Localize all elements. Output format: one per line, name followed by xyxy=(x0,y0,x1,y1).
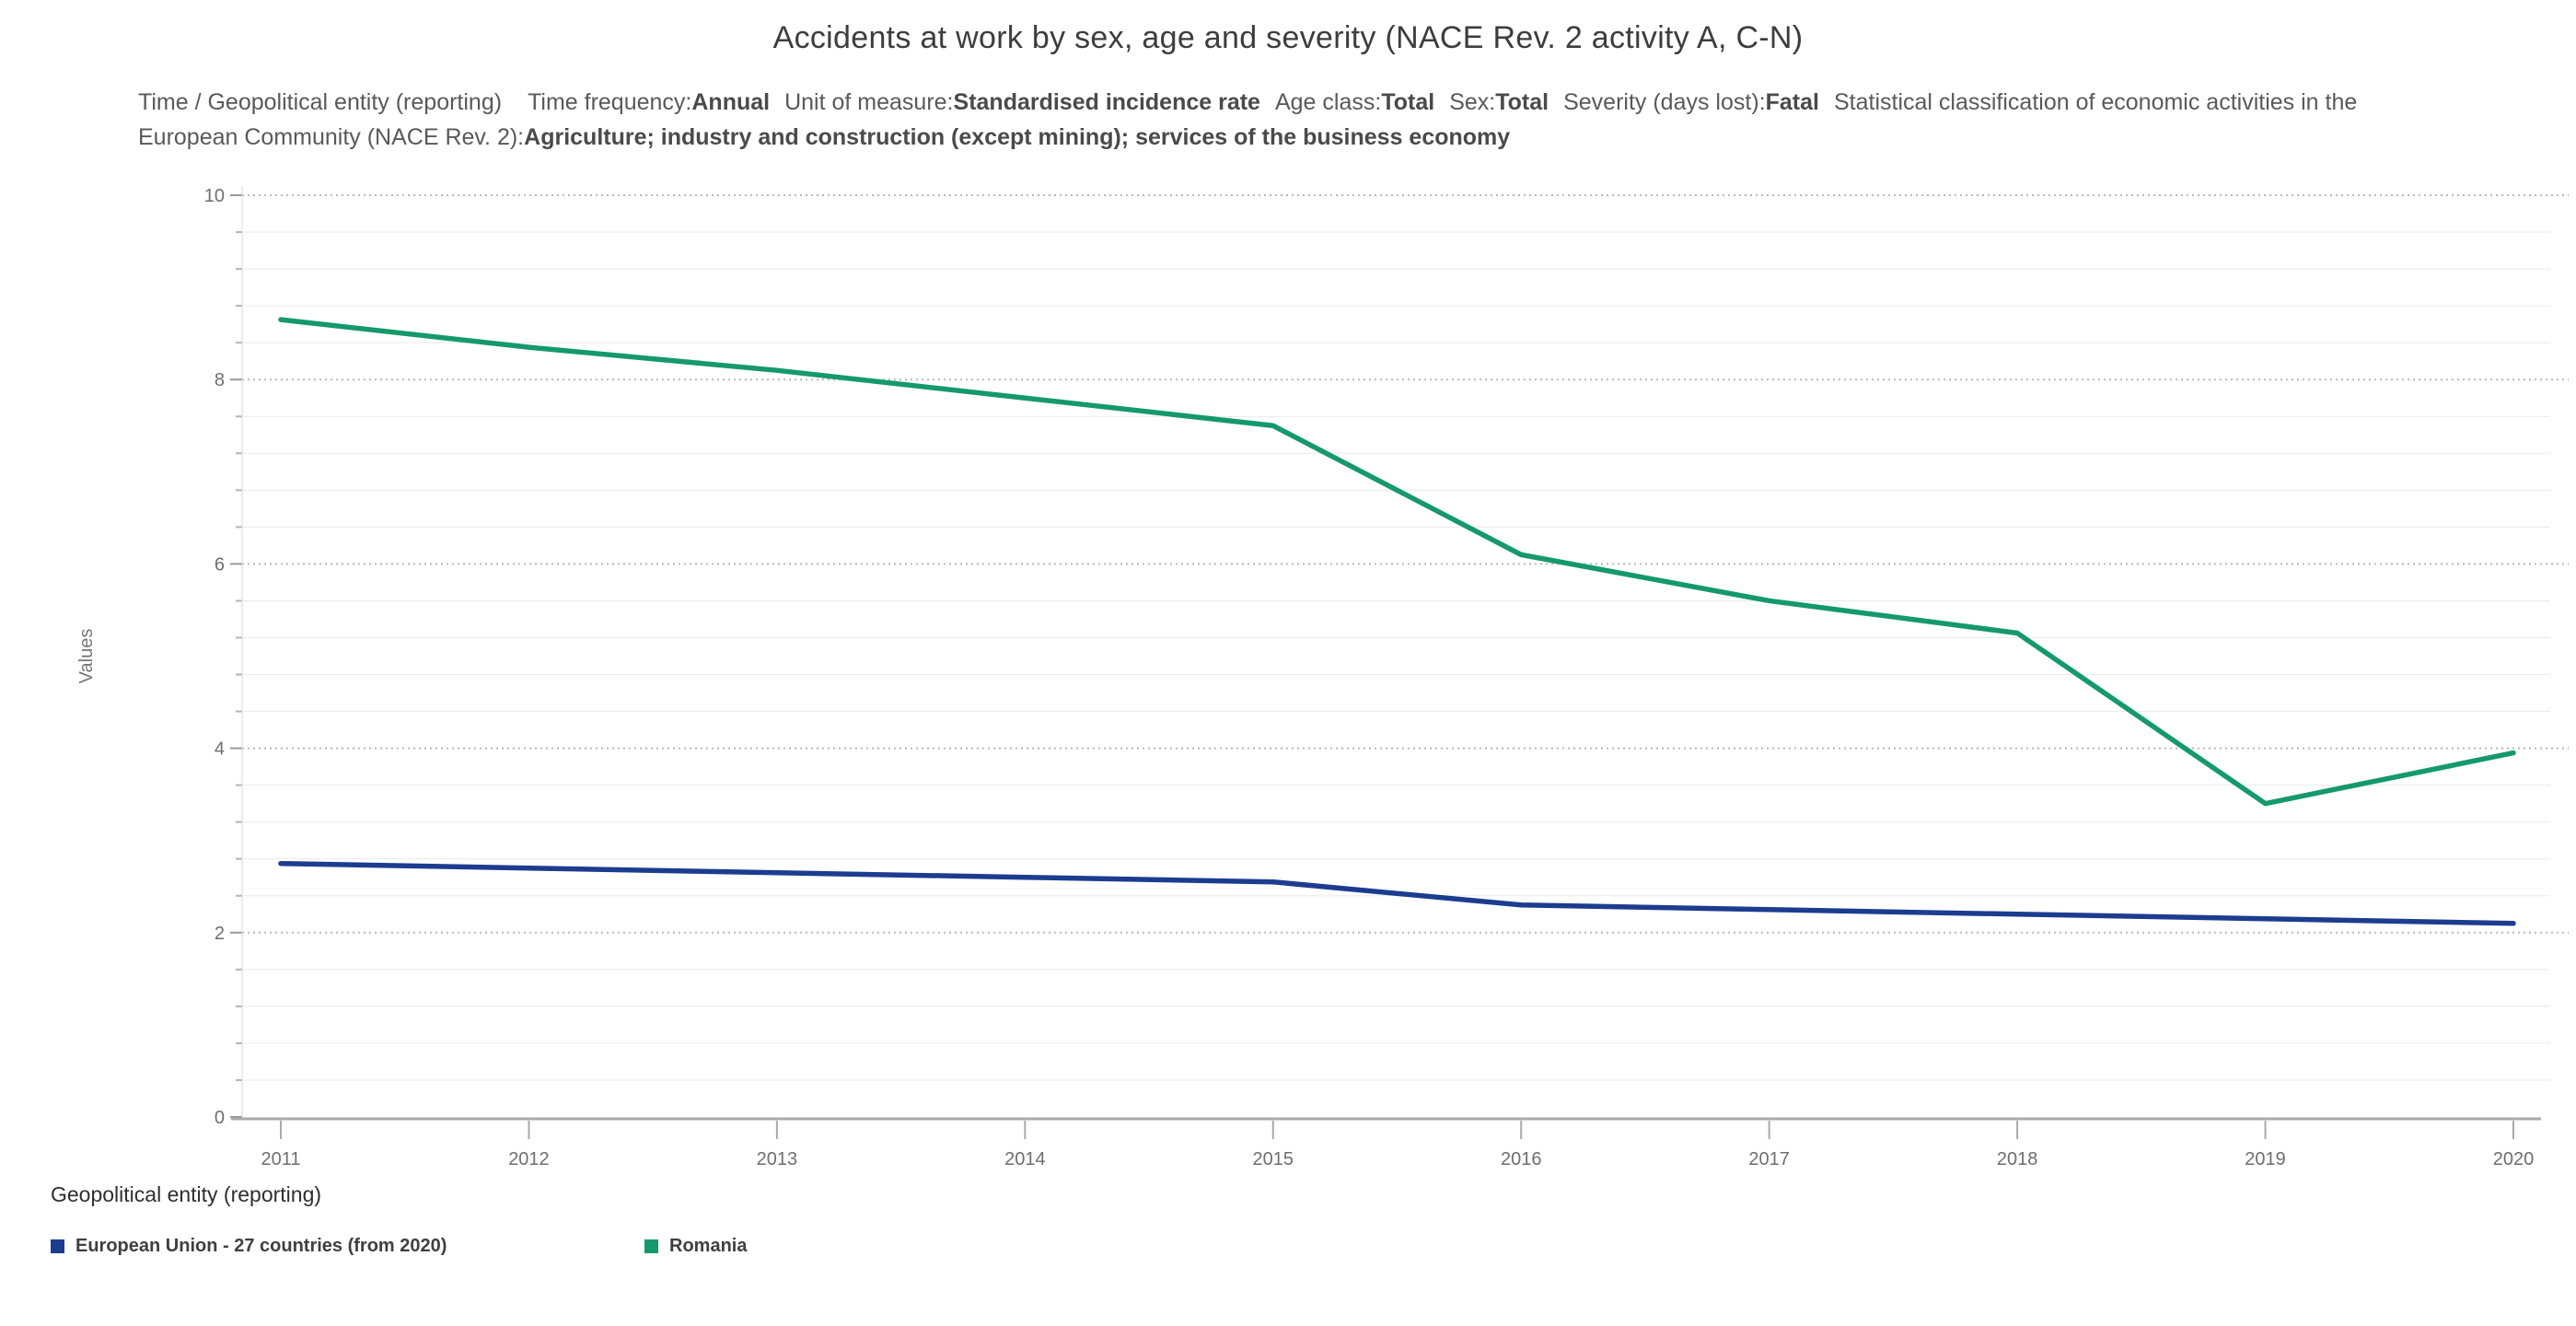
subtitle-filter-5: Statistical classification of economic a… xyxy=(138,89,2358,150)
legend-item-eu27[interactable]: European Union - 27 countries (from 2020… xyxy=(51,1236,644,1257)
chart-legend: Geopolitical entity (reporting) European… xyxy=(51,1182,2490,1257)
y-axis-major-ticks xyxy=(230,194,242,1118)
y-tick-label: 6 xyxy=(215,554,225,575)
x-tick-label: 2016 xyxy=(1501,1149,1542,1169)
chart-subtitle-filters: Time / Geopolitical entity (reporting) Ti… xyxy=(138,85,2394,155)
y-tick-label: 4 xyxy=(215,739,225,760)
x-tick-label: 2012 xyxy=(508,1149,550,1169)
y-tick-label: 10 xyxy=(204,186,225,206)
y-tick-label: 8 xyxy=(215,370,225,390)
x-tick-label: 2014 xyxy=(1004,1149,1046,1169)
subtitle-filter-4: Severity (days lost):Fatal xyxy=(1563,89,1819,115)
legend-title: Geopolitical entity (reporting) xyxy=(51,1182,322,1206)
grid-minor xyxy=(242,231,2550,1081)
x-axis-ticks xyxy=(280,1121,2514,1139)
legend-items: European Union - 27 countries (from 2020… xyxy=(51,1236,2490,1257)
subtitle-filter-0: Time frequency:Annual xyxy=(528,89,771,115)
y-tick-label: 0 xyxy=(215,1108,225,1128)
y-axis-labels: 0 2 4 6 8 10 xyxy=(204,186,225,1128)
x-tick-label: 2019 xyxy=(2245,1149,2286,1169)
x-axis-labels: 2011 2012 2013 2014 2015 2016 2017 2018 2019 2020 xyxy=(261,1149,2534,1169)
grid-major xyxy=(242,194,2569,934)
subtitle-lead: Time / Geopolitical entity (reporting) xyxy=(138,89,503,115)
y-axis-minor-ticks xyxy=(236,231,242,1081)
x-tick-label: 2015 xyxy=(1253,1149,1294,1169)
y-axis-title: Values xyxy=(76,629,97,684)
x-tick-label: 2011 xyxy=(261,1149,300,1169)
legend-item-romania[interactable]: Romania xyxy=(644,1236,747,1257)
subtitle-filter-1: Unit of measure:Standardised incidence r… xyxy=(784,89,1260,115)
subtitle-filter-3: Sex:Total xyxy=(1449,89,1549,115)
subtitle-filter-2: Age class:Total xyxy=(1274,89,1435,115)
legend-item-label: Romania xyxy=(669,1236,748,1256)
x-tick-label: 2013 xyxy=(757,1149,798,1169)
x-tick-label: 2018 xyxy=(1997,1149,2038,1169)
legend-item-label: European Union - 27 countries (from 2020… xyxy=(75,1236,447,1256)
x-tick-label: 2020 xyxy=(2493,1149,2535,1169)
y-tick-label: 2 xyxy=(215,924,225,944)
legend-swatch-icon xyxy=(51,1239,64,1253)
chart-title: Accidents at work by sex, age and severi… xyxy=(772,20,1804,55)
legend-swatch-icon xyxy=(644,1239,658,1253)
series-line-eu27[interactable] xyxy=(278,860,2516,926)
x-tick-label: 2017 xyxy=(1748,1149,1790,1169)
series-line-romania[interactable] xyxy=(278,317,2516,807)
